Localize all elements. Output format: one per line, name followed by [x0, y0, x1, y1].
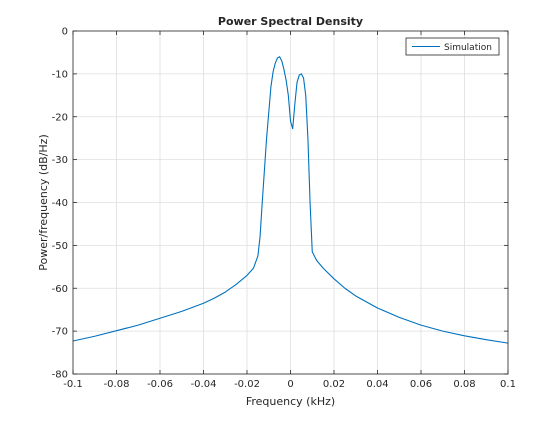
tick-marks [72, 30, 509, 375]
x-axis-label: Frequency (kHz) [246, 395, 335, 408]
x-tick-label: 0.02 [323, 379, 345, 390]
legend-label-simulation: Simulation [444, 43, 492, 53]
y-tick-label: -70 [52, 327, 68, 338]
y-tick-label: -20 [52, 112, 68, 123]
x-tick-label: 0.08 [453, 379, 475, 390]
x-tick-label: -0.04 [191, 379, 217, 390]
y-tick-label: -30 [52, 155, 68, 166]
y-tick-label: -10 [52, 69, 68, 80]
x-tick-label: -0.02 [234, 379, 260, 390]
data-layer [72, 56, 509, 344]
x-tick-label: 0.06 [410, 379, 432, 390]
y-tick-label: -80 [52, 370, 68, 381]
x-tick-label: -0.06 [147, 379, 173, 390]
y-tick-label: -50 [52, 241, 68, 252]
legend-box [405, 37, 500, 56]
x-tick-label: -0.08 [104, 379, 130, 390]
x-tick-label: -0.1 [63, 379, 83, 390]
x-tick-labels: -0.1 -0.08 -0.06 -0.04 -0.02 0 0.02 0.04 0.06 0.0… [63, 379, 516, 390]
series-line-simulation [72, 56, 509, 344]
x-tick-label: 0.04 [366, 379, 388, 390]
y-tick-labels: 0 -10 -20 -30 -40 -50 -60 -70 -80 [52, 27, 68, 381]
y-tick-label: -40 [52, 198, 68, 209]
x-tick-label: 0 [287, 379, 293, 390]
y-axis-label: Power/frequency (dB/Hz) [37, 134, 50, 271]
legend: Simulation [405, 37, 500, 56]
y-tick-label: -60 [52, 284, 68, 295]
y-tick-label: 0 [62, 27, 68, 38]
x-tick-label: 0.1 [500, 379, 516, 390]
chart-title: Power Spectral Density [218, 15, 363, 28]
